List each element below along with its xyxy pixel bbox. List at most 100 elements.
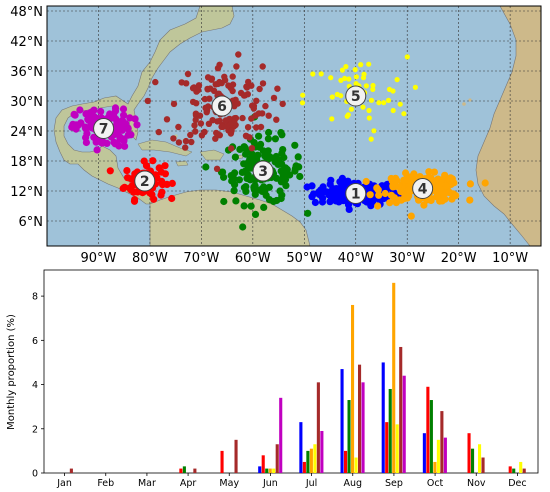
cluster-6-point [195,82,203,89]
cluster-6-point [192,128,199,135]
bar-cluster-3-dec [512,468,516,473]
cluster-3-point [271,135,279,143]
bar-cluster-7-aug [361,382,365,473]
latitude-tick-label: 42°N [10,35,43,50]
cluster-1-point [318,198,327,206]
bar-cluster-6-oct [440,411,444,473]
cluster-7-point [112,115,120,123]
bar-cluster-6-dec [522,468,526,473]
cluster-6-point [170,100,178,108]
cluster-label: 2 [140,174,150,190]
y-tick-label: 4 [32,380,38,391]
cluster-6-point [228,127,235,134]
bar-chart-panel: 0 2 4 6 8 Jan Feb Mar Apr May Jun Jul Aug Sep Oct Nov D… [6,269,539,489]
cluster-3-point [264,135,272,143]
bar-cluster-7-jul [320,430,324,473]
cluster-2-point [106,167,114,175]
y-tick-label: 2 [32,424,38,435]
cluster-6-point [187,131,194,139]
y-tick-label: 0 [32,469,38,480]
x-tick-label: Mar [138,478,156,489]
cluster-6-point [175,139,183,146]
x-tick-label: Jul [305,478,317,489]
cluster-label-badge [211,95,233,117]
cluster-6-point [252,112,259,119]
cluster-6-point [244,124,252,131]
cluster-6-point [213,165,221,172]
cluster-3-point [280,153,288,162]
cluster-1-point [339,187,347,195]
latitude-tick-label: 6°N [19,215,44,230]
cluster-5-point [352,67,358,73]
cluster-3-point [227,172,235,180]
cluster-5-point [346,76,352,82]
cluster-7-point [92,138,100,146]
bar-cluster-6-nov [481,457,485,473]
cluster-3-point [202,163,210,171]
longitude-tick-label: 80°W [132,251,168,266]
cluster-5-point [353,74,359,80]
bar-cluster-2-jun [261,455,265,473]
land-masses [47,6,541,246]
bar-cluster-4-sep [392,282,396,473]
cluster-4-point [452,192,460,200]
cluster-6-point [175,123,182,131]
bar-cluster-1-aug [340,369,344,473]
cluster-5-point [348,106,354,112]
cluster-6-point [259,63,266,70]
cluster-1-point [309,190,318,198]
cluster-4-point [425,168,433,176]
cluster-6-point [222,117,229,124]
cluster-6-point [206,95,213,102]
bar-cluster-2-may [220,450,224,473]
cluster-5-point [368,136,374,142]
cluster-6-point [182,144,189,151]
cluster-5-point [339,67,345,73]
cluster-3-point [291,141,299,149]
north-america-land [47,6,235,205]
cluster-label-badge [134,170,156,192]
cluster-label-badge [345,183,367,204]
cluster-3-point [232,197,240,205]
bar-cluster-2-aug [344,450,348,473]
cluster-5-point [381,100,387,106]
cluster-6-point [245,78,252,86]
cluster-4-point [442,182,450,190]
cluster-label-badge [252,160,274,182]
cluster-5-point [366,107,372,114]
cluster-6-point [256,85,263,93]
cluster-1-point [332,197,340,205]
bar-cluster-4-jun [268,468,272,473]
canary-islands-land [462,102,466,106]
cluster-3-point [246,176,254,184]
cluster-6-point [216,61,223,68]
cluster-3-point [246,155,254,163]
map-frame [46,5,542,247]
cluster-3-point [259,147,267,155]
cluster-7-point [131,115,139,123]
cluster-7-point [120,111,128,119]
cluster-3-point [294,153,302,161]
cluster-5-point [390,88,396,94]
cluster-label: 1 [351,187,361,203]
bar-cluster-5-jul [313,444,317,473]
cluster-3-point [260,203,268,211]
cluster-4-point [366,191,374,199]
cluster-6-point [248,145,256,152]
cluster-6-point [182,137,190,145]
cluster-6-point [197,120,205,127]
longitude-tick-label: 60°W [235,251,271,266]
bar-cluster-4-jul [309,448,313,473]
bar-cluster-3-aug [347,400,351,473]
cluster-1-point [327,176,335,184]
cluster-3-point [239,223,247,231]
bar-cluster-2-dec [508,466,512,473]
cluster-5-point [329,116,335,122]
cluster-6-point [214,118,221,125]
cluster-3-point [240,184,248,192]
cluster-5-point [394,77,400,83]
cluster-3-point [241,167,250,175]
canary-islands-land [468,98,472,102]
bar-cluster-6-apr [193,468,197,473]
